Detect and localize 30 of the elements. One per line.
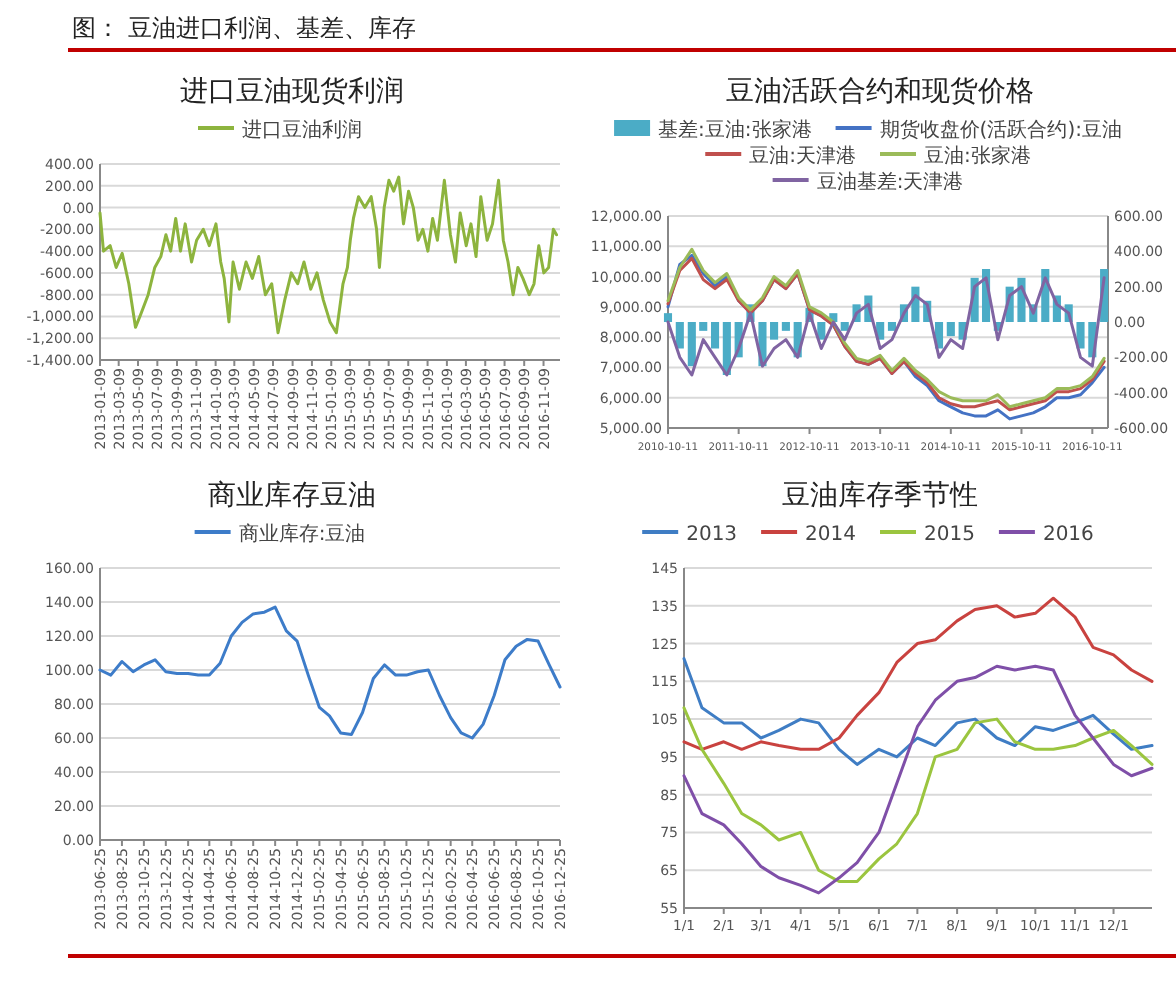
legend-label: 豆油基差:天津港 xyxy=(816,170,964,194)
bar xyxy=(781,322,790,331)
legend-label: 豆油:天津港 xyxy=(749,144,856,168)
legend-label: 商业库存:豆油 xyxy=(238,522,366,546)
legend-label: 基差:豆油:张家港 xyxy=(658,118,812,142)
text: 图： 豆油进口利润、基差、库存 xyxy=(72,14,416,42)
legend-label: 2013 xyxy=(686,524,738,546)
line-series xyxy=(98,605,562,740)
line-series xyxy=(682,596,1154,751)
bar xyxy=(887,322,897,331)
line-series xyxy=(682,706,1154,884)
legend-label: 豆油:张家港 xyxy=(924,144,1031,168)
chart-title: 进口豆油现货利润 xyxy=(180,76,404,108)
chart-title: 豆油库存季节性 xyxy=(782,480,978,512)
line-series xyxy=(682,664,1154,895)
chart-title: 豆油活跃合约和现货价格 xyxy=(726,76,1034,108)
line-series xyxy=(666,276,1106,377)
legend-label: 期货收盘价(活跃合约):豆油 xyxy=(879,118,1122,142)
line-series xyxy=(98,175,559,335)
bar xyxy=(840,322,849,331)
line-series xyxy=(682,657,1154,766)
chart-title: 商业库存豆油 xyxy=(208,480,376,512)
legend-label: 2015 xyxy=(924,524,975,546)
bar xyxy=(663,313,673,322)
legend-label: 进口豆油利润 xyxy=(242,118,362,142)
bar xyxy=(946,322,955,337)
bar xyxy=(675,322,684,349)
legend-label: 2014 xyxy=(805,524,856,546)
legend-label: 2016 xyxy=(1042,524,1094,546)
bar xyxy=(710,322,720,349)
